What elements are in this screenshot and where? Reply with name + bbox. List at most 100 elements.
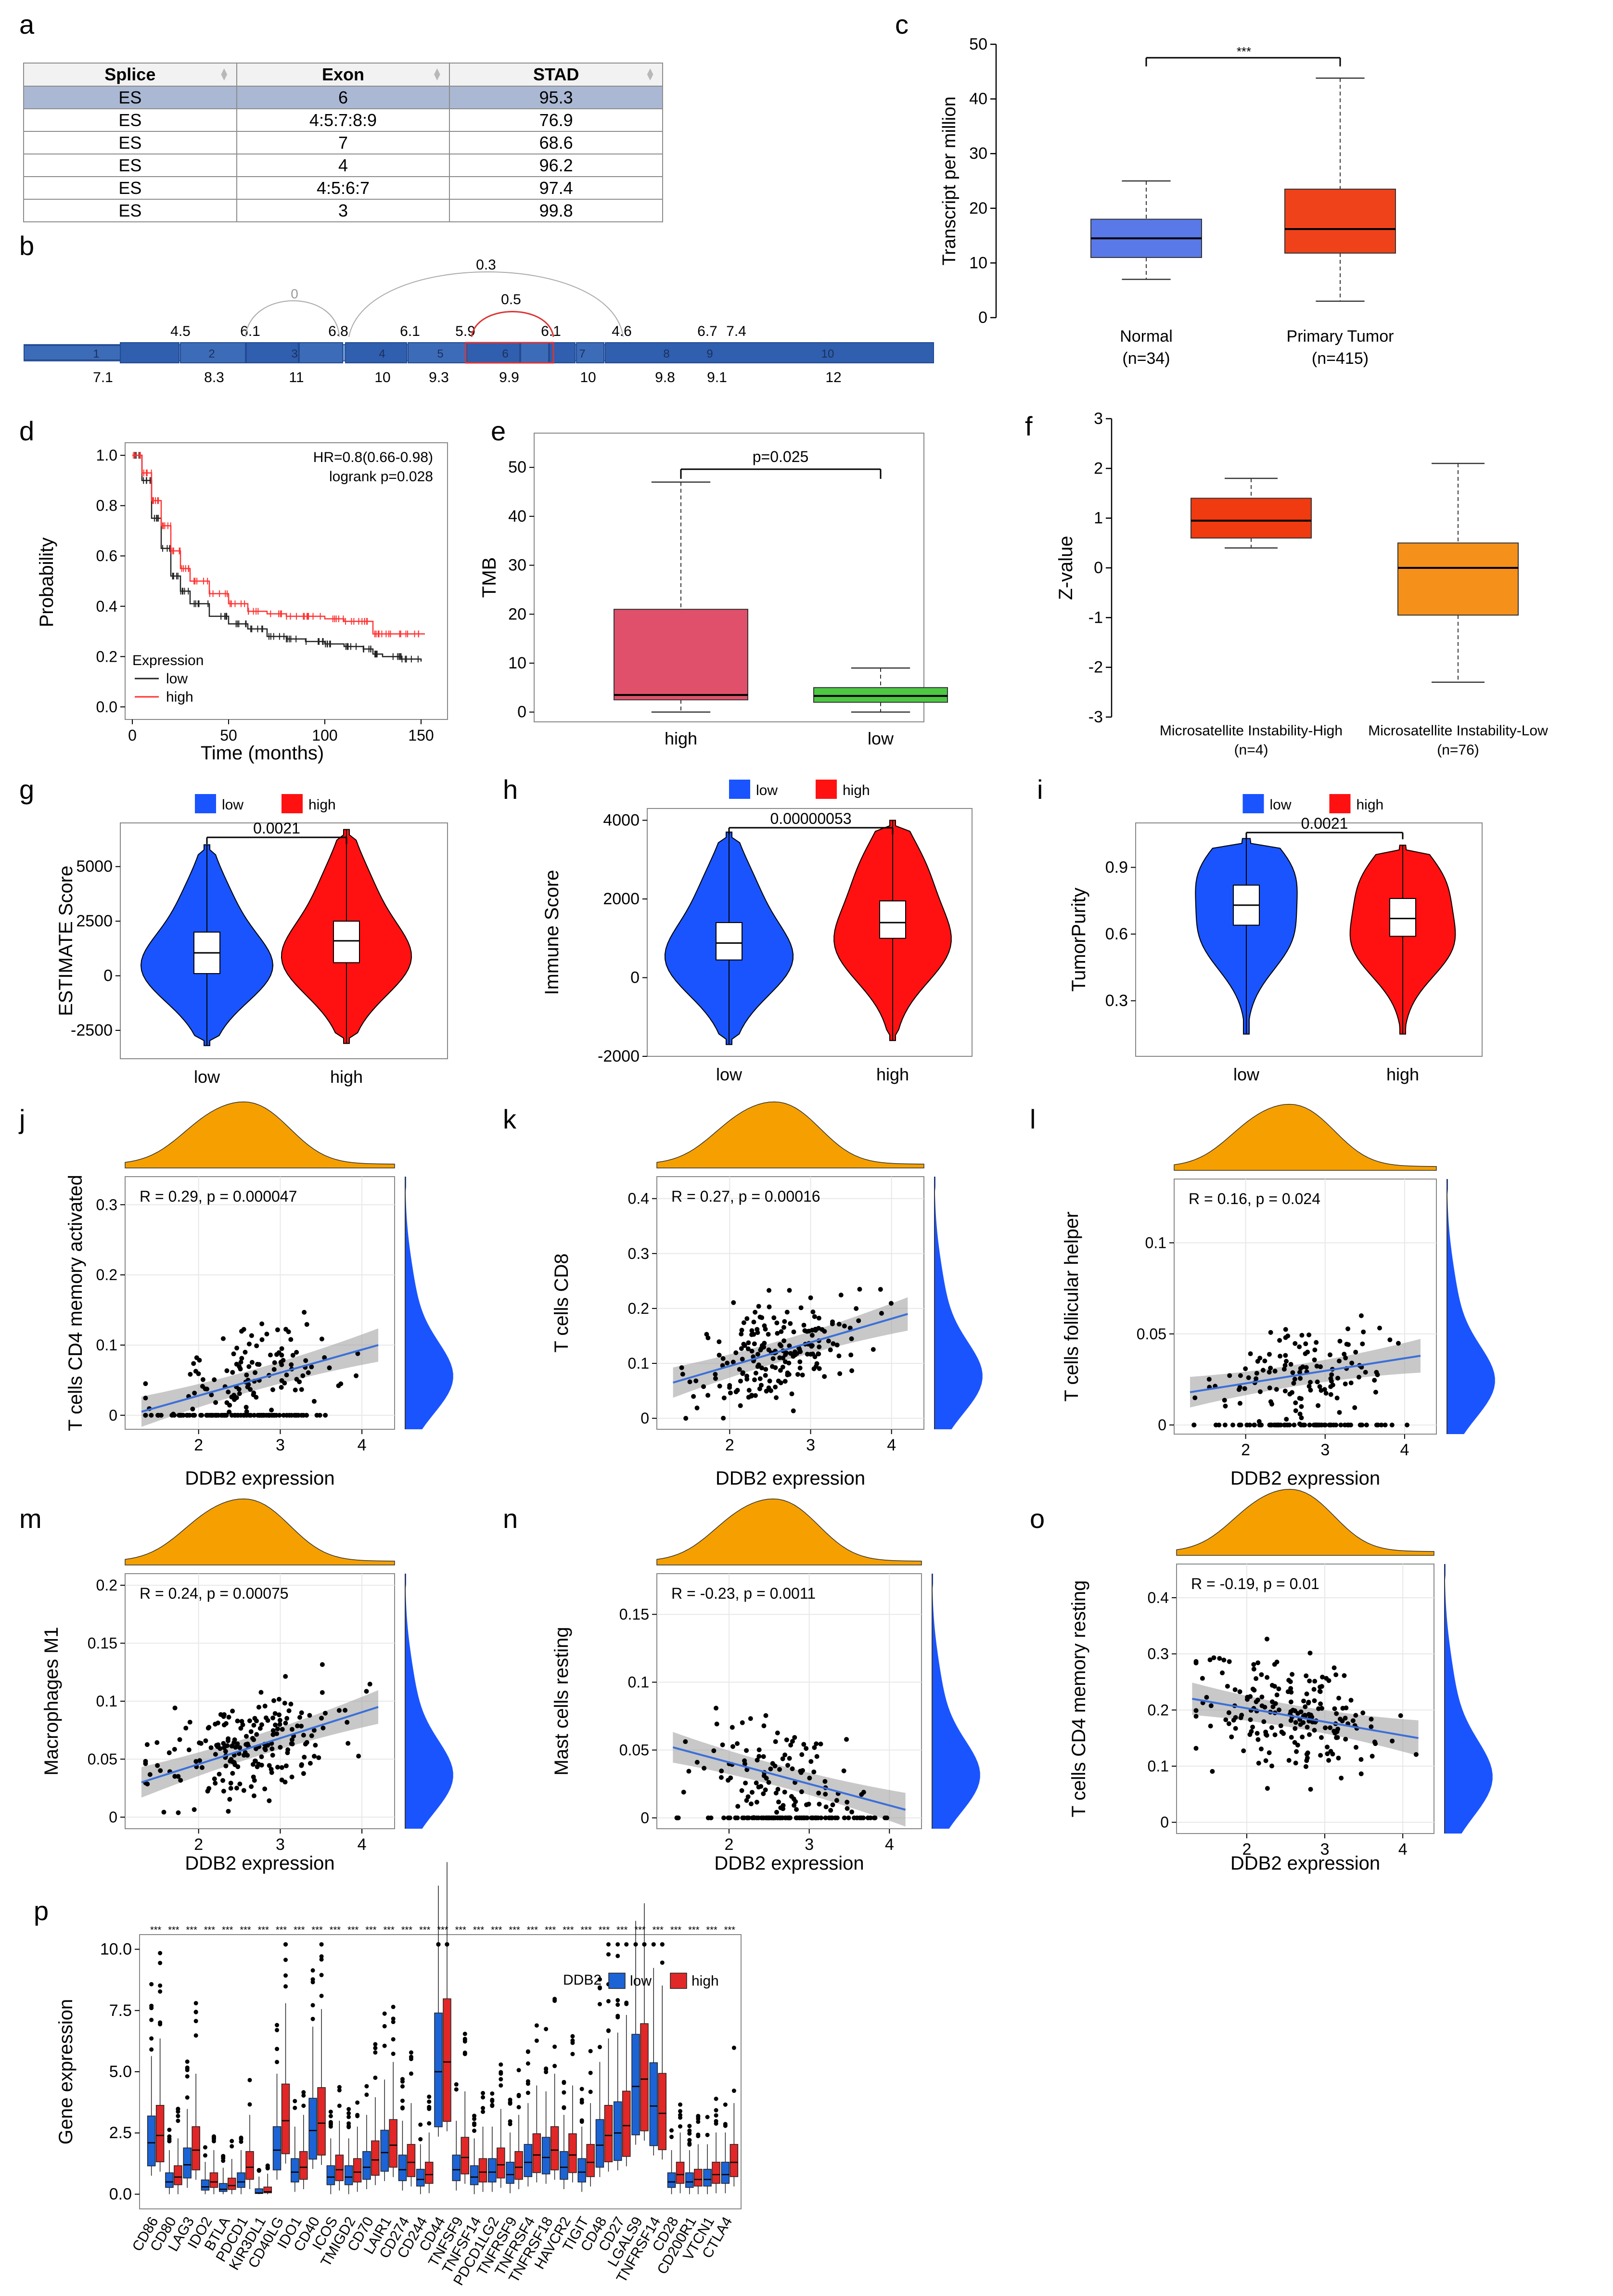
- top-label: 6.1: [541, 323, 561, 339]
- data-point: [1318, 1753, 1323, 1758]
- data-point: [1231, 1718, 1236, 1723]
- x-tick-label: 3: [805, 1835, 814, 1854]
- data-point: [770, 1356, 776, 1361]
- data-point: [299, 1387, 304, 1392]
- data-point: [1295, 1743, 1300, 1748]
- y-axis-label: TMB: [479, 557, 500, 598]
- outlier-point: [696, 2115, 701, 2119]
- data-point: [1336, 1695, 1342, 1701]
- table-cell: ES: [23, 154, 237, 177]
- data-point: [1274, 1387, 1279, 1392]
- data-point: [1247, 1423, 1253, 1428]
- data-point: [1326, 1678, 1331, 1683]
- data-point: [345, 1719, 350, 1725]
- data-point: [814, 1754, 819, 1759]
- outlier-point: [346, 2115, 351, 2119]
- data-point: [205, 1788, 210, 1794]
- data-point: [248, 1729, 254, 1734]
- legend-swatch-high: [282, 794, 303, 813]
- data-point: [289, 1362, 294, 1367]
- data-point: [773, 1739, 778, 1744]
- outlier-point: [436, 1942, 441, 1947]
- data-point: [836, 1321, 842, 1327]
- table-row[interactable]: ES 6 95.3: [23, 86, 663, 109]
- y-tick-label: 0.2: [1148, 1701, 1169, 1719]
- outlier-point: [472, 2116, 477, 2121]
- x-tick-label: 2: [194, 1835, 203, 1854]
- table-row[interactable]: ES 4:5:6:7 97.4: [23, 176, 663, 200]
- data-point: [1256, 1760, 1261, 1766]
- data-point: [270, 1732, 276, 1737]
- data-point: [288, 1337, 294, 1342]
- data-point: [767, 1288, 772, 1293]
- outlier-point: [570, 2040, 575, 2045]
- table-row[interactable]: ES 4:5:7:8:9 76.9: [23, 108, 663, 132]
- table-row[interactable]: ES 7 68.6: [23, 131, 663, 154]
- data-point: [1312, 1698, 1317, 1703]
- column-header-exon[interactable]: Exon ▲ ▼: [236, 63, 450, 87]
- outlier-point: [606, 1952, 611, 1957]
- box-high: [676, 2162, 685, 2184]
- data-point: [1337, 1359, 1342, 1364]
- data-point: [1299, 1333, 1305, 1338]
- data-point: [1269, 1763, 1274, 1769]
- data-point: [1319, 1684, 1324, 1689]
- data-point: [222, 1412, 227, 1418]
- splice-arc: [348, 271, 624, 337]
- data-point: [1298, 1376, 1303, 1381]
- data-point: [288, 1702, 294, 1707]
- data-point: [272, 1412, 277, 1418]
- outlier-point: [597, 1985, 602, 1990]
- data-point: [720, 1742, 725, 1747]
- box-low: [703, 2168, 712, 2187]
- box-low: [631, 2034, 640, 2136]
- outlier-point: [462, 2037, 467, 2041]
- data-point: [776, 1799, 781, 1805]
- y-tick-label: 0: [640, 1410, 649, 1427]
- data-point: [878, 1287, 883, 1292]
- outlier-point: [562, 2090, 566, 2095]
- outlier-point: [310, 1968, 315, 1973]
- data-point: [781, 1803, 786, 1808]
- x-tick-label: 100: [312, 727, 337, 744]
- data-point: [1308, 1380, 1313, 1385]
- data-point: [249, 1360, 255, 1365]
- data-point: [764, 1388, 769, 1394]
- data-point: [274, 1731, 280, 1736]
- outlier-point: [211, 2134, 216, 2139]
- data-point: [1293, 1760, 1298, 1766]
- x-axis-label: DDB2 expression: [1230, 1853, 1380, 1874]
- data-point: [1306, 1384, 1312, 1389]
- box-low: [667, 2172, 676, 2188]
- data-point: [212, 1776, 217, 1782]
- outlier-point: [275, 2027, 280, 2032]
- column-header-stad[interactable]: STAD ▲ ▼: [449, 63, 663, 87]
- data-point: [743, 1781, 748, 1786]
- box-high: [371, 2140, 380, 2176]
- column-header-splice[interactable]: Splice ▲ ▼: [23, 63, 237, 87]
- data-point: [802, 1815, 807, 1821]
- data-point: [1389, 1423, 1395, 1428]
- data-point: [781, 1325, 786, 1330]
- data-point: [307, 1713, 312, 1718]
- data-point: [680, 1372, 685, 1377]
- data-point: [1342, 1673, 1347, 1678]
- data-point: [1334, 1711, 1339, 1716]
- data-point: [1303, 1341, 1308, 1347]
- data-point: [1319, 1706, 1324, 1711]
- data-point: [828, 1347, 833, 1352]
- data-point: [742, 1815, 747, 1821]
- violin-box: [716, 922, 742, 961]
- data-point: [1267, 1750, 1272, 1756]
- data-point: [761, 1791, 766, 1796]
- data-point: [1312, 1679, 1318, 1684]
- data-point: [256, 1412, 262, 1418]
- data-point: [849, 1336, 854, 1341]
- plot-frame: [647, 808, 973, 1057]
- data-point: [1312, 1728, 1317, 1733]
- table-row[interactable]: ES 4 96.2: [23, 154, 663, 177]
- table-row[interactable]: ES 3 99.8: [23, 199, 663, 222]
- panel-letter-p: p: [34, 1896, 49, 1926]
- x-density: [1174, 1103, 1437, 1171]
- legend-swatch-high: [1329, 794, 1351, 813]
